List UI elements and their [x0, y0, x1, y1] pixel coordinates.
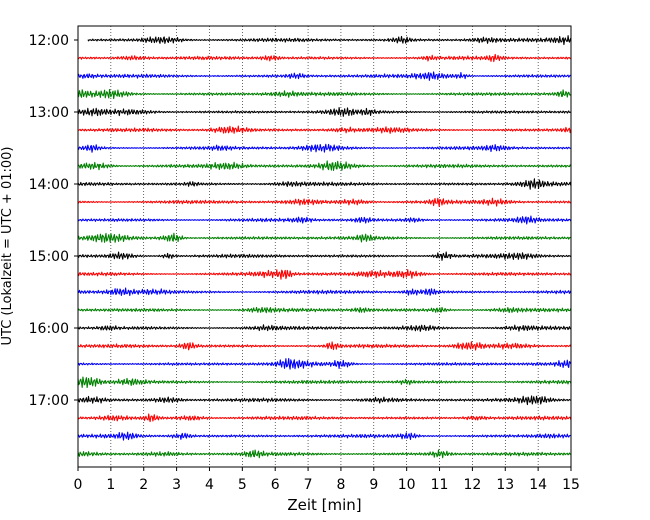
trace-line	[77, 160, 572, 171]
y-tick-label: 16:00	[29, 321, 69, 337]
x-tick-label: 2	[139, 477, 148, 493]
x-tick-label: 5	[238, 477, 247, 493]
x-tick-label: 8	[336, 477, 345, 493]
trace-line	[78, 431, 571, 441]
trace-line	[77, 178, 572, 190]
trace-line	[77, 197, 572, 207]
trace-line	[77, 341, 572, 351]
trace-line	[77, 413, 572, 423]
trace-line	[77, 306, 572, 314]
trace-line	[77, 449, 571, 459]
x-axis-title: Zeit [min]	[287, 496, 361, 514]
trace-line	[77, 53, 571, 63]
x-tick-label: 1	[106, 477, 115, 493]
x-tick-label: 9	[369, 477, 378, 493]
trace-line	[77, 71, 572, 81]
y-tick-label: 17:00	[29, 393, 69, 409]
trace-line	[77, 215, 572, 225]
x-tick-label: 7	[304, 477, 313, 493]
trace-line	[77, 88, 572, 100]
trace-line	[77, 269, 572, 280]
x-tick-label: 14	[529, 477, 547, 493]
x-tick-label: 4	[205, 477, 214, 493]
plot-frame	[77, 25, 572, 468]
trace-line	[77, 232, 571, 243]
y-tick-label: 14:00	[29, 177, 69, 193]
trace-line	[77, 287, 572, 296]
x-tick-label: 13	[496, 477, 514, 493]
trace-line	[87, 35, 572, 46]
y-tick-label: 12:00	[29, 33, 69, 49]
trace-line	[77, 107, 571, 117]
trace-line	[77, 251, 572, 261]
trace-line	[77, 324, 571, 332]
y-tick-label: 15:00	[29, 249, 69, 265]
x-tick-label: 12	[463, 477, 481, 493]
x-tick-label: 6	[271, 477, 280, 493]
trace-line	[77, 357, 572, 370]
trace-line	[77, 143, 571, 153]
y-axis-ticks: 12:00 13:00 14:00 15:00 16:00 17:00	[29, 33, 78, 409]
x-tick-label: 10	[398, 477, 416, 493]
x-tick-label: 3	[172, 477, 181, 493]
trace-line	[77, 395, 572, 406]
y-tick-label: 13:00	[29, 105, 69, 121]
y-axis-title: UTC (Lokalzeit = UTC + 01:00)	[0, 147, 15, 346]
x-axis-ticks: 0 1 2 3 4 5 6 7 8 9 10 11 12 13 14 15	[74, 467, 580, 493]
x-tick-label: 11	[431, 477, 449, 493]
x-tick-label: 15	[562, 477, 580, 493]
seismic-traces	[77, 35, 572, 459]
trace-line	[77, 125, 572, 134]
trace-line	[77, 376, 572, 389]
x-tick-label: 0	[74, 477, 83, 493]
